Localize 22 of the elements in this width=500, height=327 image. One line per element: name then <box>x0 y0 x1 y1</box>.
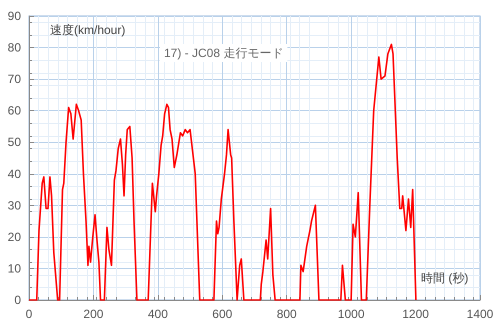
line-series <box>28 44 417 301</box>
y-tick-label: 30 <box>8 198 22 212</box>
y-axis-title: 速度(km/hour) <box>50 23 126 37</box>
x-tick-label: 400 <box>148 307 168 321</box>
y-tick-label: 60 <box>8 104 22 118</box>
y-tick-label: 90 <box>8 9 22 23</box>
x-tick-label: 1000 <box>338 307 365 321</box>
y-tick-label: 70 <box>8 72 22 86</box>
y-tick-label: 0 <box>14 293 22 307</box>
x-axis-title: 時間 (秒) <box>421 271 468 285</box>
x-tick-label: 1200 <box>402 307 430 321</box>
y-tick-label: 10 <box>8 261 22 276</box>
y-tick-label: 20 <box>8 230 22 244</box>
y-tick-label: 50 <box>8 135 22 150</box>
text: 17) - JC08 走行モード <box>164 46 284 60</box>
x-tick-label: 1400 <box>466 307 494 321</box>
x-tick-label: 800 <box>276 307 298 321</box>
x-tick-label: 200 <box>83 307 104 321</box>
x-tick-label: 0 <box>26 307 33 321</box>
x-tick-label: 600 <box>212 307 233 321</box>
y-tick-label: 80 <box>8 40 22 55</box>
y-tick-label: 40 <box>8 166 22 181</box>
